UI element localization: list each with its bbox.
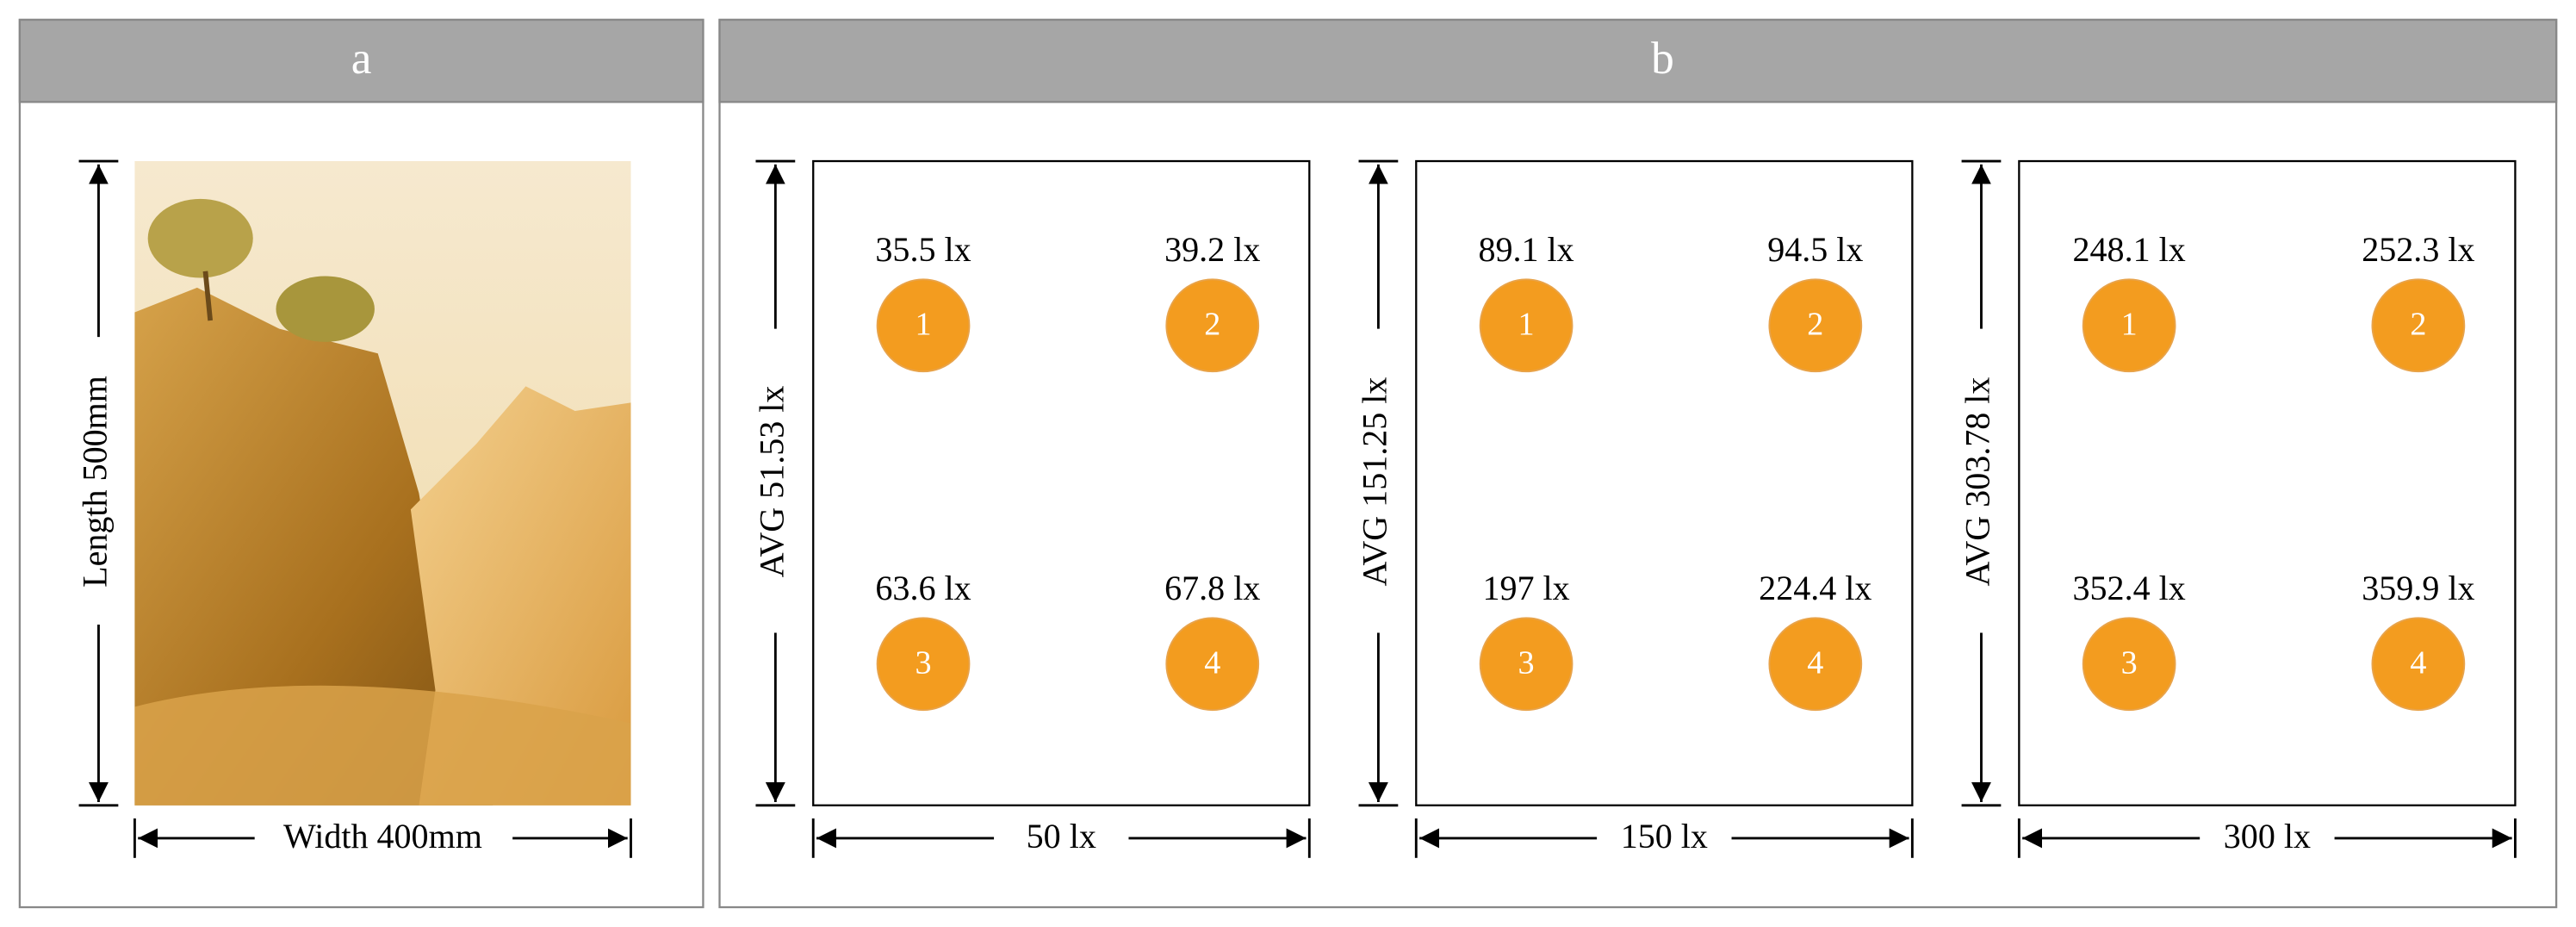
sensor-point [1479,278,1574,373]
average-label: AVG 303.78 lx [1958,377,1997,587]
reading-label: 352.4 lx [2073,569,2186,607]
sensor-point [876,278,971,373]
sensor-point [1768,278,1863,373]
point-number: 4 [2410,644,2426,681]
panel-header [718,18,2558,103]
point-number: 1 [1518,306,1535,342]
panel-a: a Length 500mm Width 400mm [18,18,705,909]
width-label: Width 400mm [283,817,482,855]
panel-label: a [351,32,372,84]
point-number: 3 [2121,644,2138,681]
average-label: AVG 151.25 lx [1356,377,1394,587]
painting [134,161,631,806]
sensor-point [1479,617,1574,712]
point-number: 1 [915,306,931,342]
sensor-point [1165,617,1260,712]
reading-label: 359.9 lx [2362,569,2474,607]
reading-label: 252.3 lx [2362,230,2474,269]
point-number: 1 [2121,306,2138,342]
sensor-point [2371,278,2466,373]
illuminance-label: 150 lx [1621,817,1708,855]
sensor-point [2082,278,2176,373]
reading-label: 224.4 lx [1759,569,1871,607]
panel-header [18,18,705,103]
average-label: AVG 51.53 lx [753,386,791,578]
reading-label: 63.6 lx [875,569,971,607]
sensor-point [2082,617,2176,712]
sensor-point [876,617,971,712]
panel-b: b AVG 51.53 lx 50 lx 35.5 lx 1 39.2 lx 2 63.6 … [718,18,2558,909]
point-number: 4 [1807,644,1823,681]
point-number: 3 [1518,644,1535,681]
reading-label: 94.5 lx [1767,230,1863,269]
sensor-point [1165,278,1260,373]
length-label: Length 500mm [76,376,115,588]
reading-label: 89.1 lx [1478,230,1574,269]
point-number: 3 [915,644,931,681]
sensor-point [2371,617,2466,712]
point-number: 2 [1204,306,1220,342]
reading-label: 248.1 lx [2073,230,2186,269]
illuminance-label: 50 lx [1027,817,1096,855]
reading-label: 35.5 lx [875,230,971,269]
point-number: 2 [1807,306,1823,342]
illuminance-label: 300 lx [2224,817,2311,855]
reading-label: 39.2 lx [1164,230,1260,269]
point-number: 2 [2410,306,2426,342]
reading-label: 197 lx [1482,569,1569,607]
reading-label: 67.8 lx [1164,569,1260,607]
panel-label: b [1651,32,1674,84]
point-number: 4 [1204,644,1220,681]
sensor-point [1768,617,1863,712]
